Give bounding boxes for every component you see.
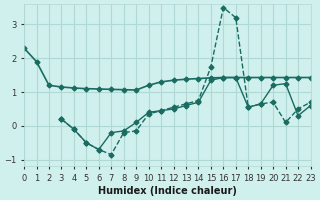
X-axis label: Humidex (Indice chaleur): Humidex (Indice chaleur) — [98, 186, 237, 196]
